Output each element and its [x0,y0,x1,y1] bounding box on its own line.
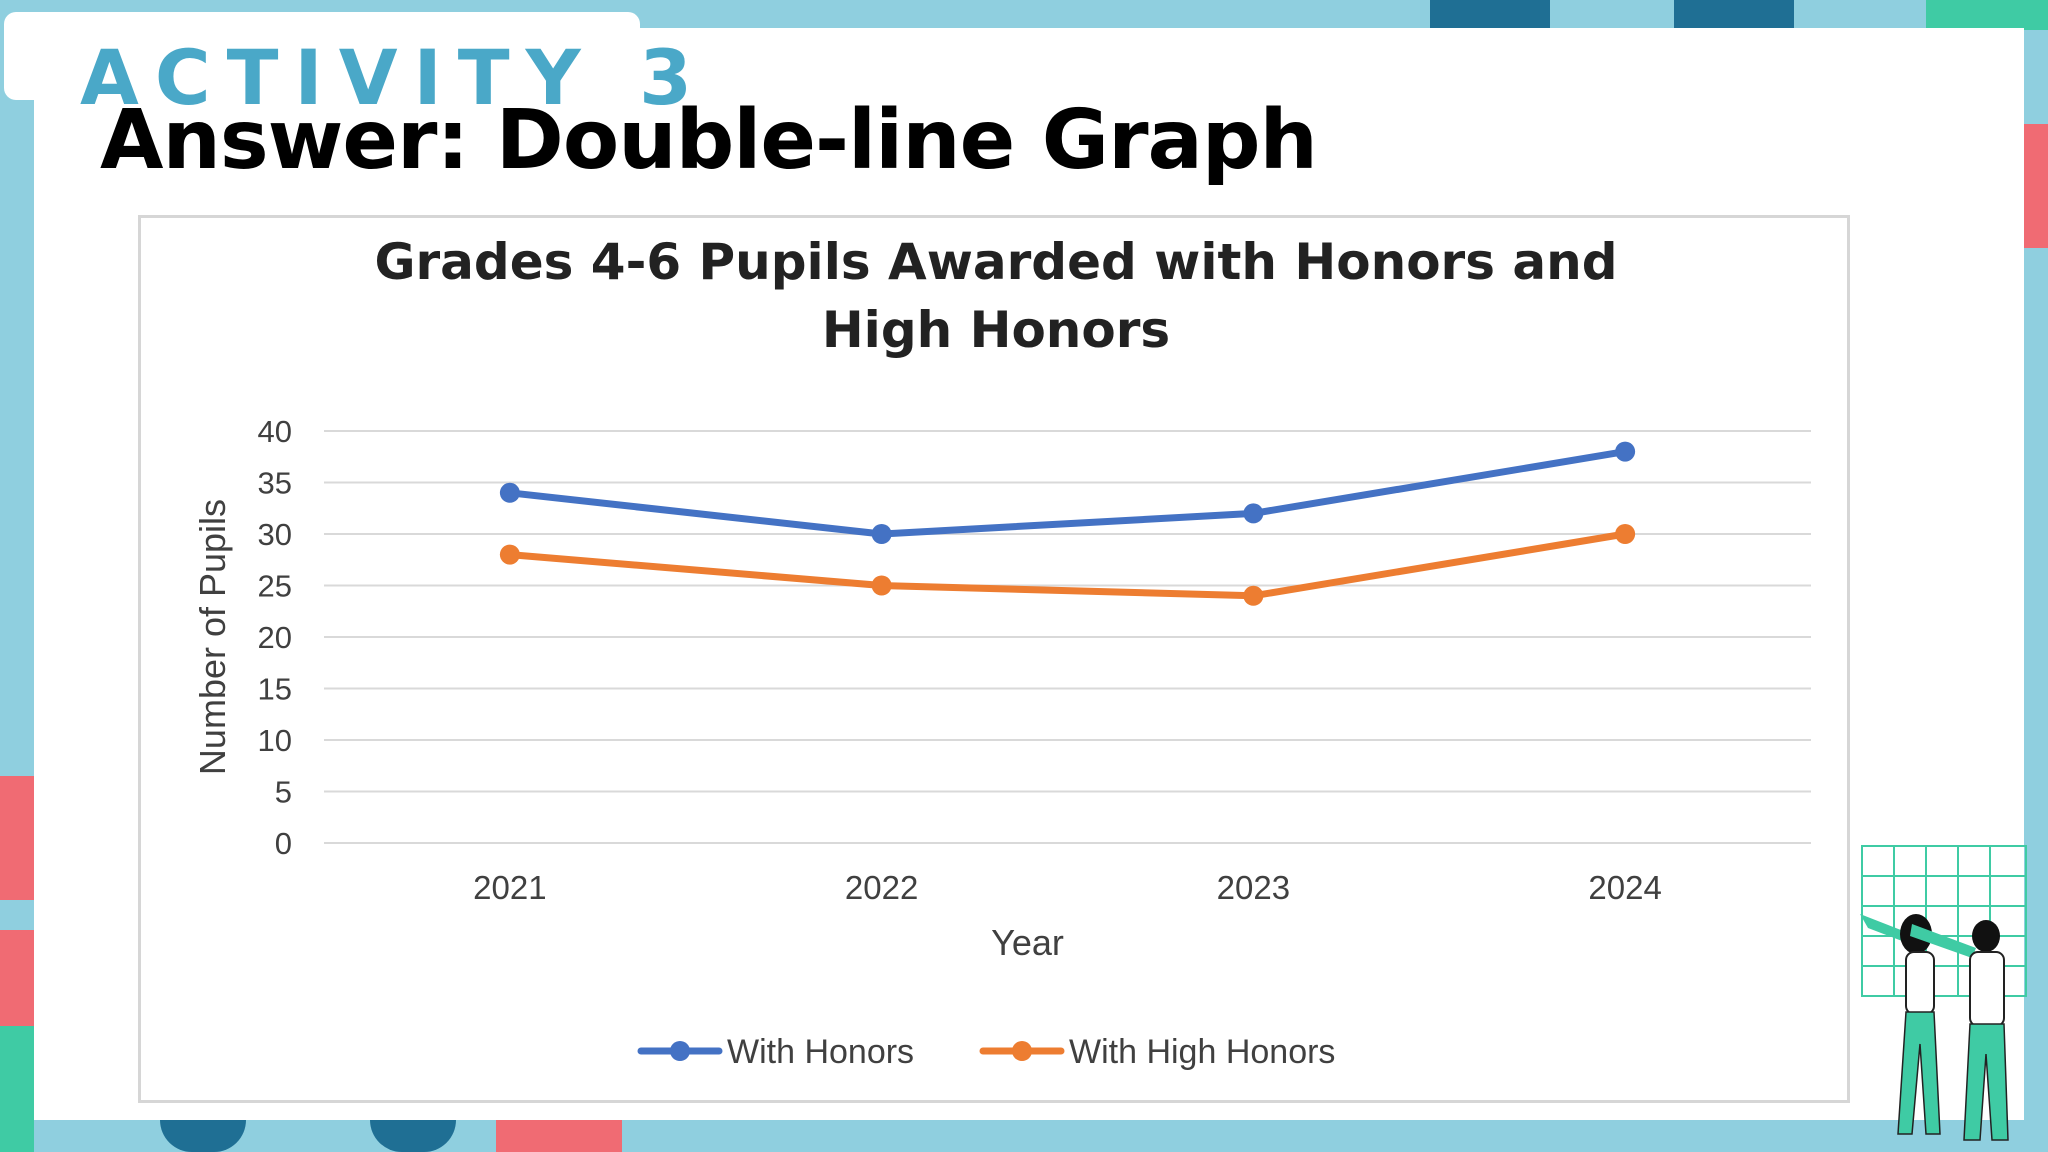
legend-entry: With Honors [727,1033,914,1071]
decor-block-teal-top [1926,0,2048,30]
series-line-1 [506,530,1629,600]
y-tick-label: 40 [258,414,292,449]
x-tick-label: 2023 [1217,869,1290,906]
people-pointing-illustration [1860,845,2027,1141]
decor-block-teal-left [0,1026,34,1152]
y-tick-label: 5 [275,775,292,810]
y-tick-label: 25 [258,569,292,604]
x-tick-label: 2021 [473,869,546,906]
decor-block-red-left [0,776,34,900]
data-point [1615,441,1636,462]
chart-title: Grades 4-6 Pupils Awarded with Honors an… [374,233,1618,359]
data-point [499,544,520,565]
title-tab [4,12,640,100]
line-chart: 0 5 10 15 20 25 30 35 40 2021 2022 2023 2024 Year Numb… [192,414,1811,1071]
y-tick-label: 10 [258,723,292,758]
data-point [1615,524,1636,544]
legend-swatch-marker [1012,1041,1032,1061]
data-point [1243,503,1264,524]
chart-frame: Grades 4-6 Pupils Awarded with Honors an… [138,215,1850,1103]
activity-label: ACTIVITY 3 [80,33,709,122]
man-figure-icon [1910,920,2009,1141]
slide-title: Answer: Double-line Graph [100,93,1318,188]
data-point [1243,585,1264,606]
woman-figure-icon [1860,914,1941,1135]
data-point [871,575,892,596]
legend-entry: With High Honors [1069,1033,1335,1071]
decor-block-navy-top-1 [1430,0,1550,30]
legend-swatch-marker [670,1041,690,1061]
decor-block-red-left-2 [0,930,34,1026]
decor-block-navy-bottom-1 [160,1120,246,1152]
x-tick-label: 2024 [1588,869,1661,906]
data-point [499,482,520,503]
decor-block-navy-bottom-2 [370,1120,456,1152]
y-tick-label: 30 [258,517,292,552]
y-tick-label: 0 [275,826,292,861]
y-tick-label: 15 [258,672,292,707]
y-tick-label: 20 [258,620,292,655]
data-point [871,524,892,544]
x-axis-label: Year [991,922,1064,963]
y-tick-label: 35 [258,466,292,501]
y-axis-label: Number of Pupils [192,499,233,775]
decor-block-navy-top-2 [1674,0,1794,30]
series-line-0 [506,448,1629,538]
x-tick-label: 2022 [845,869,918,906]
decor-block-red-bottom [496,1120,622,1152]
